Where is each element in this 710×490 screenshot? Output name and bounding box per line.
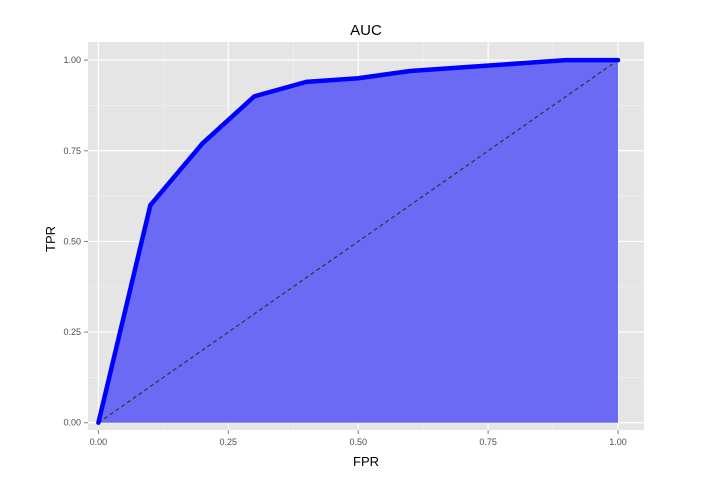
y-tick-label: 0.50 bbox=[63, 236, 81, 246]
x-tick-label: 0.75 bbox=[479, 437, 497, 447]
y-axis-title: TPR bbox=[43, 226, 58, 252]
x-tick-label: 0.25 bbox=[220, 437, 238, 447]
x-tick-label: 0.50 bbox=[349, 437, 367, 447]
x-axis-ticks: 0.00 0.25 0.50 0.75 1.00 bbox=[90, 430, 627, 447]
y-axis-ticks: 0.00 0.25 0.50 0.75 1.00 bbox=[63, 55, 88, 428]
y-tick-label: 0.75 bbox=[63, 146, 81, 156]
reference-line-layer bbox=[98, 59, 619, 424]
random-classifier-line bbox=[98, 59, 619, 424]
x-tick-label: 0.00 bbox=[90, 437, 108, 447]
y-tick-label: 0.00 bbox=[63, 418, 81, 428]
roc-line-layer bbox=[96, 57, 621, 425]
x-tick-label: 1.00 bbox=[609, 437, 627, 447]
chart-title: AUC bbox=[350, 22, 382, 39]
y-tick-label: 1.00 bbox=[63, 55, 81, 65]
x-axis-title: FPR bbox=[353, 454, 379, 469]
y-tick-label: 0.25 bbox=[63, 327, 81, 337]
